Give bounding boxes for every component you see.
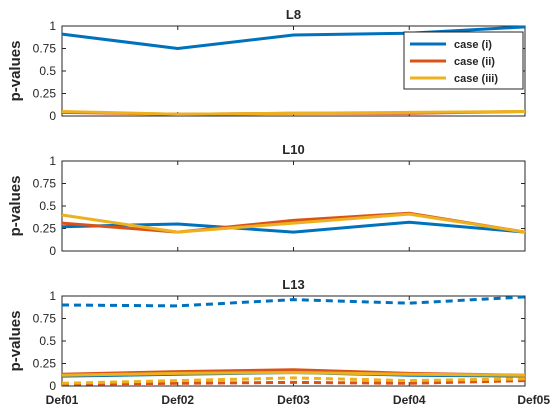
y-tick-label: 0.5 bbox=[39, 334, 56, 348]
x-tick-label: Def03 bbox=[277, 393, 310, 407]
legend-label: case (iii) bbox=[454, 73, 498, 85]
chart-panel-l10: L10 p-values 0 0.25 0.5 0.75 1 bbox=[7, 142, 526, 258]
x-tick-label: Def02 bbox=[161, 393, 194, 407]
legend-label: case (ii) bbox=[454, 56, 495, 68]
series-line-case_i-dashed bbox=[61, 295, 526, 308]
legend-label: case (i) bbox=[454, 39, 492, 51]
y-tick-label: 0.5 bbox=[39, 64, 56, 78]
y-tick-label: 0.25 bbox=[33, 222, 57, 236]
y-axis-label: p-values bbox=[7, 176, 24, 237]
y-axis-label: p-values bbox=[7, 41, 24, 102]
y-tick-label: 1 bbox=[49, 19, 56, 33]
series-line-case_i-solid bbox=[61, 25, 526, 50]
y-tick-label: 0.75 bbox=[33, 42, 57, 56]
x-tick-label: Def01 bbox=[46, 393, 79, 407]
y-axis-label: p-values bbox=[7, 311, 24, 372]
series-line-case_iii-dashed bbox=[61, 376, 526, 385]
series-line-case_iii-solid bbox=[61, 212, 526, 234]
chart-title: L13 bbox=[282, 277, 304, 292]
y-tick-label: 0 bbox=[49, 244, 56, 258]
chart-title: L8 bbox=[286, 7, 301, 22]
y-tick-label: 0.5 bbox=[39, 199, 56, 213]
chart-panel-l8: L8 p-values 0 0.25 0.5 0.75 1 case (i) case (ii)… bbox=[7, 7, 526, 123]
series-line-case_iii-solid bbox=[61, 110, 526, 116]
legend: case (i) case (ii) case (iii) bbox=[403, 31, 524, 90]
x-tick-label: Def05 bbox=[517, 393, 550, 407]
x-tick-label: Def04 bbox=[393, 393, 426, 407]
series-line-case_ii-dashed bbox=[61, 379, 526, 386]
y-tick-label: 0 bbox=[49, 109, 56, 123]
chart-title: L10 bbox=[282, 142, 304, 157]
y-tick-label: 0.75 bbox=[33, 312, 57, 326]
y-tick-label: 0.25 bbox=[33, 87, 57, 101]
y-tick-label: 0.75 bbox=[33, 177, 57, 191]
series-line-case_iii-solid bbox=[61, 371, 526, 377]
y-tick-label: 0.25 bbox=[33, 357, 57, 371]
y-tick-label: 1 bbox=[49, 289, 56, 303]
y-tick-label: 1 bbox=[49, 154, 56, 168]
chart-panel-l13: L13 p-values 0 0.25 0.5 0.75 1 Def01 Def02 Def03 D… bbox=[7, 277, 550, 407]
y-tick-label: 0 bbox=[49, 379, 56, 393]
axes-box bbox=[61, 160, 526, 252]
